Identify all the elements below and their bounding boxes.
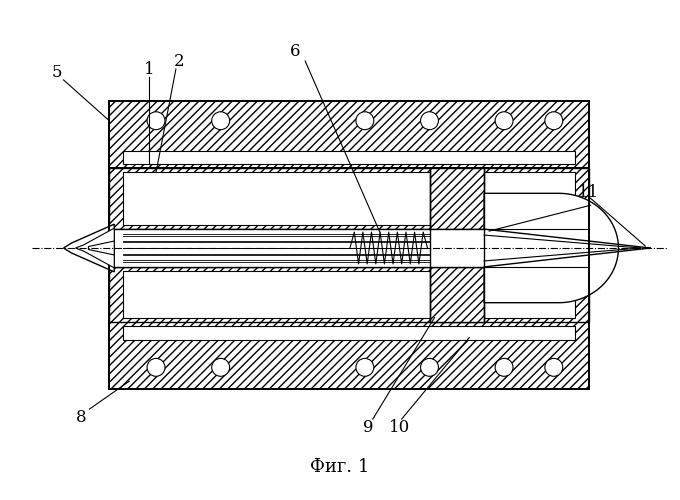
Bar <box>109 322 589 389</box>
Circle shape <box>420 358 439 376</box>
Circle shape <box>420 112 439 130</box>
Circle shape <box>356 112 374 130</box>
Circle shape <box>211 112 230 130</box>
Polygon shape <box>63 224 114 272</box>
Bar <box>123 172 575 225</box>
Text: 6: 6 <box>290 42 301 59</box>
Circle shape <box>495 358 513 376</box>
Circle shape <box>147 358 165 376</box>
Text: 11: 11 <box>578 184 599 201</box>
Polygon shape <box>484 194 618 302</box>
Bar <box>123 326 575 340</box>
Circle shape <box>495 112 513 130</box>
Bar <box>109 168 589 229</box>
Text: 2: 2 <box>173 52 184 70</box>
Circle shape <box>356 358 374 376</box>
Bar <box>430 267 484 322</box>
Text: 8: 8 <box>76 408 87 426</box>
Bar <box>430 168 484 229</box>
Bar <box>430 229 484 267</box>
Bar <box>109 267 589 322</box>
Polygon shape <box>75 228 114 268</box>
Bar <box>109 229 589 267</box>
Bar <box>123 150 575 164</box>
Text: 1: 1 <box>143 60 154 78</box>
Circle shape <box>211 358 230 376</box>
Circle shape <box>545 358 563 376</box>
Bar <box>123 271 575 318</box>
Circle shape <box>545 112 563 130</box>
Polygon shape <box>88 241 114 255</box>
Text: 10: 10 <box>389 418 410 436</box>
Text: Фиг. 1: Фиг. 1 <box>310 458 370 476</box>
Text: 9: 9 <box>362 418 373 436</box>
Circle shape <box>147 112 165 130</box>
Bar <box>109 101 589 168</box>
Text: 5: 5 <box>51 64 62 82</box>
